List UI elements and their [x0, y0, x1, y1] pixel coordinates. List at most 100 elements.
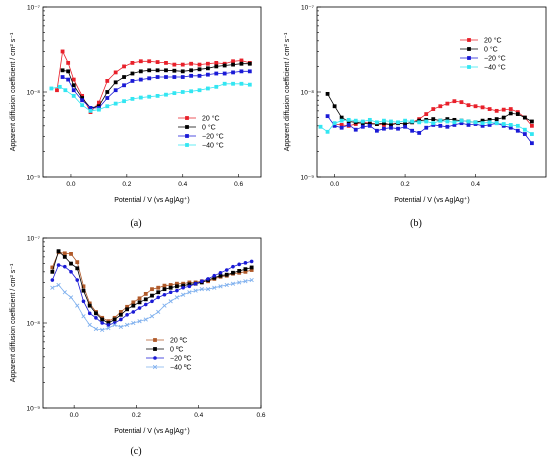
- data-point-c-2-13: [131, 310, 136, 314]
- data-point-b-3-28: [515, 123, 520, 128]
- data-point-a-3-21: [222, 81, 227, 86]
- data-point-c-3-26: [212, 285, 217, 290]
- data-point-a-2-21: [231, 70, 235, 75]
- data-point-c-2-5: [81, 299, 86, 304]
- data-point-a-0-11: [138, 59, 143, 64]
- data-point-a-0-8: [113, 70, 118, 75]
- data-point-b-1-24: [494, 117, 499, 121]
- data-point-c-3-17: [156, 309, 161, 315]
- data-point-b-1-17: [445, 117, 450, 121]
- data-point-c-2-11: [119, 317, 123, 322]
- data-point-b-3-30: [530, 132, 534, 136]
- data-point-a-2-2: [71, 88, 76, 93]
- data-point-b-2-28: [522, 132, 527, 136]
- data-point-c-1-1: [56, 249, 61, 254]
- data-point-c-1-7: [94, 311, 98, 316]
- data-point-b-3-18: [445, 119, 450, 124]
- data-point-c-3-11: [118, 324, 123, 330]
- data-point-a-0-15: [172, 62, 177, 67]
- legend-label-c-3: −40 ºC: [170, 365, 191, 372]
- data-point-b-3-20: [459, 118, 464, 123]
- data-point-b-1-8: [382, 121, 386, 126]
- data-point-a-3-7: [105, 104, 110, 109]
- data-point-b-1-22: [480, 118, 485, 123]
- x-tick-label-a-3: 0.6: [234, 181, 243, 188]
- data-point-b-3-6: [360, 119, 365, 124]
- data-point-b-3-14: [417, 120, 422, 125]
- data-point-a-2-1: [66, 77, 71, 82]
- data-point-b-3-11: [396, 120, 400, 125]
- data-point-a-2-16: [189, 73, 194, 78]
- data-point-c-3-12: [124, 322, 130, 328]
- data-point-c-1-16: [150, 293, 154, 298]
- panel-label-a: (a): [130, 218, 141, 229]
- data-point-b-0-23: [494, 108, 499, 113]
- data-point-c-3-9: [106, 326, 111, 331]
- legend-label-b-2: −20 °C: [484, 55, 506, 63]
- data-point-c-3-31: [243, 279, 248, 284]
- data-point-c-1-0: [50, 269, 55, 274]
- data-point-c-3-24: [199, 287, 204, 292]
- y-tick-label-c-0: 10⁻⁹: [27, 406, 41, 413]
- data-point-a-1-3: [80, 96, 85, 100]
- data-point-a-1-2: [71, 83, 76, 88]
- y-axis-c: 10⁻⁹ 10⁻⁸ 10⁻⁷: [27, 236, 47, 413]
- data-point-c-0-31: [243, 269, 248, 274]
- legend-label-c-0: 20 ºC: [170, 338, 187, 345]
- data-point-c-3-6: [87, 322, 92, 328]
- data-point-c-2-7: [94, 316, 98, 320]
- data-point-c-3-16: [149, 314, 155, 319]
- legend-label-b-1: 0 °C: [484, 46, 498, 54]
- data-point-a-3-15: [172, 91, 177, 96]
- data-point-b-2-29: [530, 141, 534, 146]
- data-point-b-2-4: [353, 127, 358, 132]
- data-point-c-1-32: [249, 265, 254, 270]
- data-point-b-0-18: [459, 100, 464, 105]
- data-point-c-0-20: [175, 281, 179, 286]
- data-point-a-2-14: [172, 75, 177, 79]
- legend-marker-a-3: [185, 143, 189, 147]
- data-point-c-1-13: [131, 303, 136, 308]
- legend-label-a-0: 20 °C: [202, 115, 220, 123]
- data-point-b-1-29: [530, 119, 534, 124]
- data-point-b-2-22: [480, 123, 485, 128]
- data-point-a-0-4: [80, 93, 85, 98]
- y-tick-label-b-1: 10⁻⁸: [301, 90, 315, 97]
- series-group-c: [50, 249, 254, 332]
- data-point-a-0-3: [71, 77, 76, 82]
- y-tick-label-b-0: 10⁻⁹: [301, 175, 315, 182]
- data-point-a-0-22: [231, 59, 235, 64]
- data-point-c-2-4: [75, 278, 80, 282]
- data-point-b-3-0: [318, 124, 323, 129]
- data-point-a-1-0: [60, 68, 65, 73]
- x-tick-label-a-1: 0.2: [122, 181, 131, 188]
- data-point-c-1-30: [237, 269, 242, 273]
- data-point-c-1-27: [218, 273, 223, 278]
- data-point-a-3-18: [197, 88, 202, 93]
- data-point-a-1-16: [189, 68, 194, 73]
- data-point-b-3-8: [374, 120, 379, 125]
- data-point-a-3-14: [164, 92, 168, 97]
- data-point-c-0-19: [168, 283, 173, 287]
- data-point-c-1-22: [187, 282, 192, 287]
- data-point-c-3-22: [187, 290, 192, 295]
- data-point-b-1-11: [403, 122, 407, 126]
- data-point-c-3-20: [174, 295, 180, 300]
- legend-label-a-1: 0 °C: [202, 124, 216, 132]
- data-point-a-2-12: [155, 75, 160, 79]
- data-point-a-0-1: [60, 49, 65, 54]
- legend-a: 20 °C0 °C−20 °C−40 °C: [178, 115, 224, 150]
- data-point-a-3-3: [71, 93, 76, 98]
- data-point-c-0-5: [81, 284, 86, 289]
- x-tick-label-b-1: 0.2: [401, 181, 410, 188]
- data-point-b-0-14: [431, 107, 436, 111]
- data-point-c-2-15: [143, 302, 148, 307]
- data-point-a-0-9: [122, 64, 126, 69]
- data-point-a-3-1: [57, 84, 62, 89]
- data-point-a-1-12: [155, 68, 160, 73]
- data-point-c-3-30: [237, 280, 242, 285]
- data-point-a-2-19: [214, 71, 219, 76]
- data-point-a-2-11: [147, 76, 152, 81]
- data-point-b-2-11: [403, 124, 407, 129]
